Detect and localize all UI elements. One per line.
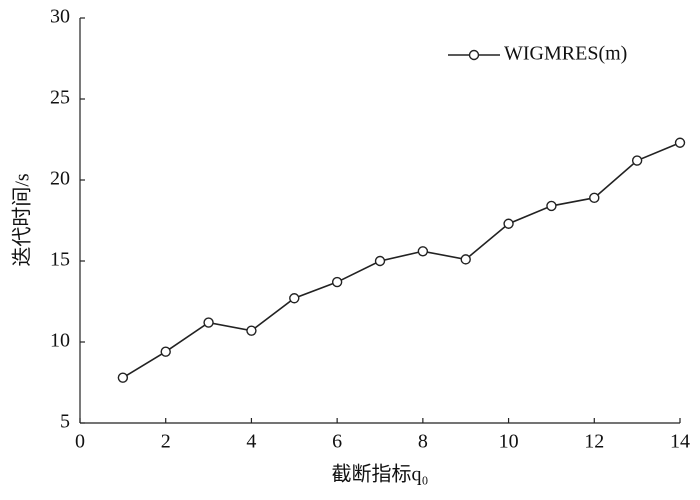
point <box>589 192 600 204</box>
point <box>460 254 471 265</box>
point <box>203 317 214 328</box>
y-tick-label: 20 <box>50 168 70 190</box>
point <box>674 137 686 148</box>
x-tick-label: 6 <box>332 431 342 453</box>
y-tick-label: 30 <box>50 6 70 28</box>
point <box>546 200 557 212</box>
point <box>631 155 643 166</box>
point <box>503 218 514 229</box>
point <box>417 246 429 257</box>
legend-label: WIGMRES(m) <box>504 43 627 65</box>
point <box>160 346 171 357</box>
y-tick-label: 15 <box>50 249 70 271</box>
x-tick-label: 8 <box>418 431 428 453</box>
point <box>331 276 343 288</box>
point <box>117 372 129 383</box>
point <box>374 255 386 267</box>
x-tick-label: 2 <box>161 431 171 453</box>
legend-marker <box>468 49 480 61</box>
x-tick-label: 14 <box>670 431 690 453</box>
point <box>289 293 300 304</box>
x-tick-label: 4 <box>246 431 256 453</box>
y-tick-label: 10 <box>50 330 70 352</box>
y-tick-label: 5 <box>60 411 70 433</box>
series-line <box>122 142 681 379</box>
y-axis-label: 迭代时间/s <box>11 173 34 267</box>
x-axis-label: 截断指标q₀ <box>332 463 429 486</box>
y-tick-label: 25 <box>50 87 70 109</box>
x-tick-label: 12 <box>584 431 604 453</box>
x-tick-label: 0 <box>75 431 85 453</box>
point <box>246 325 257 336</box>
x-tick-label: 10 <box>499 431 519 453</box>
